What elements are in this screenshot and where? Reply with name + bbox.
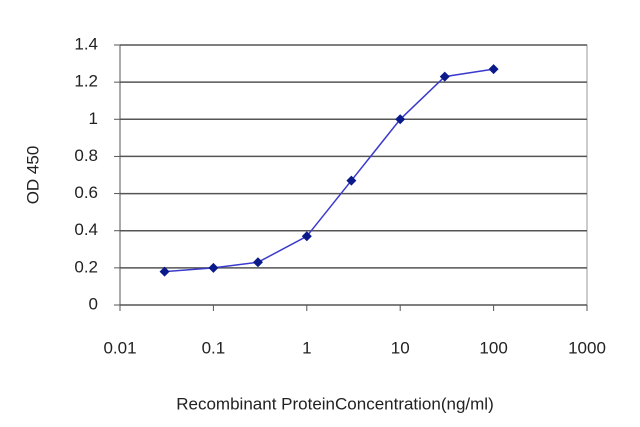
y-tick-label: 1.2 — [74, 72, 98, 91]
y-tick-label: 0.6 — [74, 183, 98, 202]
x-axis-label: Recombinant ProteinConcentration(ng/ml) — [176, 394, 494, 413]
data-point — [159, 266, 170, 277]
y-axis-label: OD 450 — [23, 146, 42, 205]
x-tick-label: 0.01 — [103, 338, 136, 357]
data-point — [395, 114, 406, 125]
y-tick-label: 1.4 — [74, 34, 98, 53]
data-point — [301, 231, 312, 242]
plot-area — [119, 44, 588, 306]
data-point — [252, 257, 263, 268]
x-tick-label: 100 — [479, 338, 507, 357]
x-tick-label: 1 — [302, 338, 311, 357]
x-tick-label: 10 — [391, 338, 410, 357]
y-tick-label: 0.2 — [74, 257, 98, 276]
x-tick-label: 1000 — [568, 338, 606, 357]
data-point — [488, 64, 499, 75]
x-tick-label: 0.1 — [202, 338, 226, 357]
y-tick-label: 1 — [89, 109, 98, 128]
y-tick-label: 0.4 — [74, 220, 98, 239]
data-line — [164, 68, 494, 273]
y-tick-label: 0 — [89, 294, 98, 313]
data-point — [439, 71, 450, 82]
data-point — [346, 175, 357, 186]
y-tick-label: 0.8 — [74, 146, 98, 165]
data-point — [208, 262, 219, 273]
